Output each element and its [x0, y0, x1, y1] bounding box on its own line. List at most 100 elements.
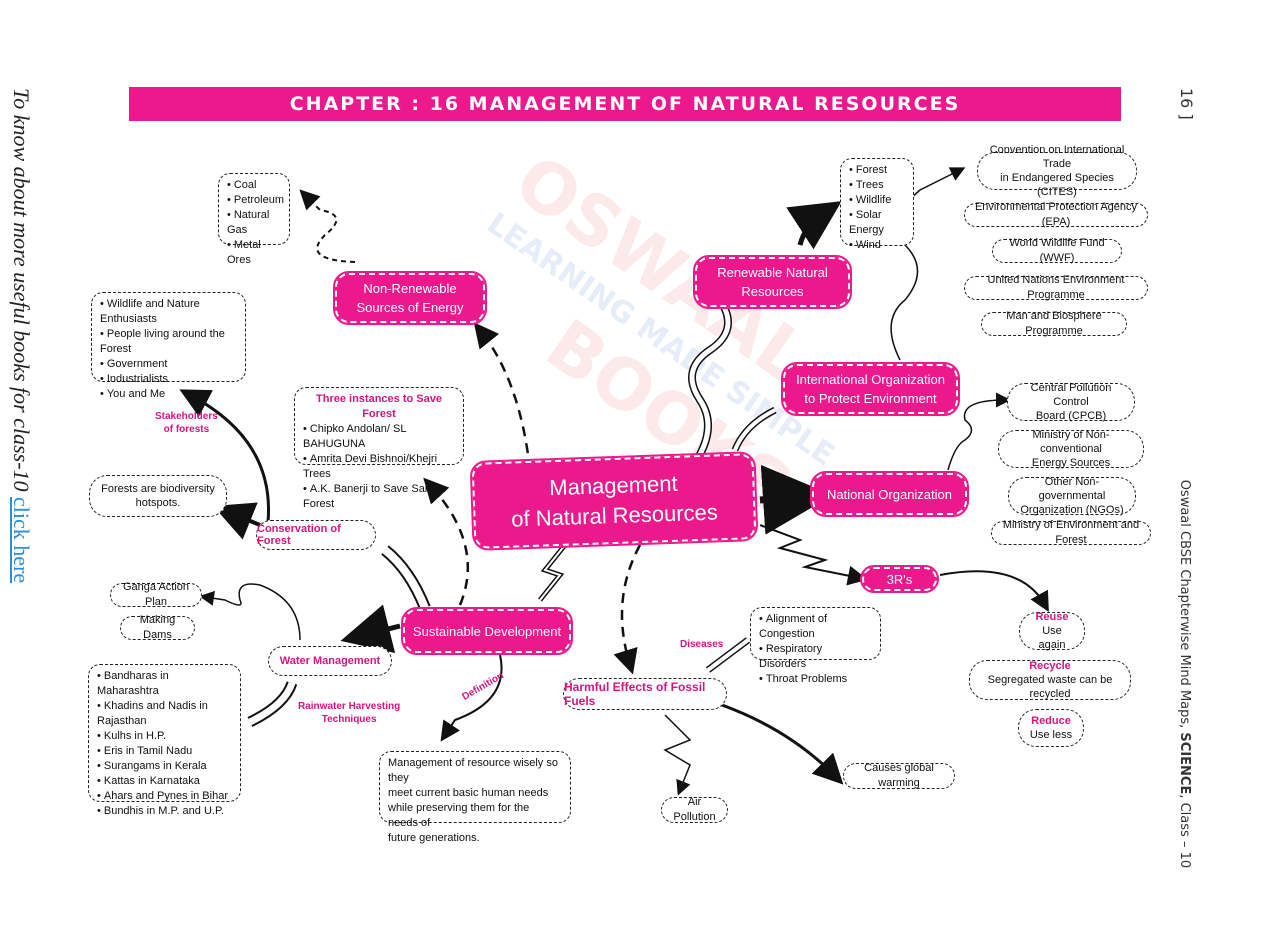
click-here-link[interactable]: click here — [9, 497, 34, 584]
diseases-list: Alignment of Congestion Respiratory Diso… — [750, 607, 881, 685]
reuse-title: Reuse — [1035, 611, 1069, 623]
rainwater-label-line: Techniques — [321, 714, 377, 725]
reduce-text: Use less — [1029, 729, 1073, 741]
rainwater-label-line: Rainwater Harvesting — [298, 701, 401, 712]
list-item: Bandharas in Maharashtra — [97, 669, 232, 699]
list-item: Khadins and Nadis in Rajasthan — [97, 699, 232, 729]
list-item: People living around the Forest — [100, 327, 237, 357]
stakeholders-label-line: of forests — [163, 424, 210, 435]
international-line1: International Organization — [796, 372, 945, 387]
natl-item-line: Organization (NGOs) — [1020, 504, 1124, 516]
list-item: Wildlife — [849, 193, 905, 208]
natl-item-moef: Ministry of Environment and Forest — [991, 519, 1151, 546]
center-line1: Management — [548, 470, 679, 501]
dams-text: Making Dams — [139, 614, 176, 641]
renewable-node: Renewable Natural Resources — [693, 255, 852, 309]
center-line2: of Natural Resources — [510, 499, 719, 532]
recycle-box: Recycle Segregated waste can be recycled — [969, 660, 1131, 700]
link-conservation-stakeholders — [179, 389, 271, 523]
definition-box: Management of resource wisely so they me… — [379, 751, 571, 844]
renewable-list: Forest Trees Wildlife Solar Energy Wind — [840, 158, 914, 251]
link-renewable-list — [786, 201, 842, 250]
rainwater-label: Rainwater Harvesting Techniques — [298, 700, 400, 726]
list-item: Government — [100, 357, 237, 372]
list-item: Wind — [849, 238, 905, 253]
save-forest-title: Three instances to Save Forest — [316, 393, 442, 420]
renewable-line1: Renewable Natural — [717, 265, 828, 280]
definition-line: future generations. — [388, 832, 480, 844]
recycle-title: Recycle — [1029, 660, 1071, 672]
link-center-renewable — [686, 297, 732, 473]
sustainable-node: Sustainable Development — [401, 607, 573, 655]
diseases-label: Diseases — [680, 639, 724, 650]
intl-item-line: Man and Biosphere Programme — [1006, 310, 1102, 337]
intl-item-line: Convention on International Trade — [989, 144, 1125, 170]
hotspots-box: Forests are biodiversity hotspots. — [89, 475, 227, 517]
global-warming-box: Causes global warming — [843, 762, 955, 789]
stakeholders-label: Stakeholders of forests — [155, 410, 218, 436]
link-conservation-hotspots — [213, 502, 261, 540]
reduce-box: Reduce Use less — [1018, 709, 1084, 747]
ganga-text: Ganga Action Plan — [122, 581, 190, 608]
natl-item-mnes: Ministry of Non-conventional Energy Sour… — [998, 429, 1144, 469]
renewable-line2: Resources — [741, 284, 804, 299]
side-promo-caption: To know about more useful books for clas… — [9, 88, 34, 498]
intl-item-epa: Environmental Protection Agency (EPA) — [964, 201, 1148, 228]
reuse-box: Reuse Use again — [1019, 611, 1085, 651]
side-promo: To know about more useful books for clas… — [9, 88, 54, 668]
conservation-node: Conservation of Forest — [256, 520, 376, 550]
intl-item-line: World Wildlife Fund (WWF) — [1009, 237, 1105, 264]
natl-item-line: Ministry of Non-conventional — [1032, 429, 1110, 455]
natl-item-cpcb: Central Pollution Control Board (CPCB) — [1007, 382, 1135, 422]
techniques-list: Bandharas in Maharashtra Khadins and Nad… — [88, 664, 241, 817]
link-3rs-reuse — [939, 570, 1049, 612]
link-sustainable-definition — [440, 654, 503, 742]
list-item: Metal Ores — [227, 238, 281, 268]
sustainable-label: Sustainable Development — [412, 623, 562, 639]
center-node: Management of Natural Resources — [469, 450, 759, 552]
list-item: Kulhs in H.P. — [97, 729, 232, 744]
list-item: Chipko Andolan/ SL BAHUGUNA — [303, 422, 455, 452]
book-class: , Class – 10 — [1177, 794, 1192, 869]
intl-item-wwf: World Wildlife Fund (WWF) — [992, 237, 1122, 264]
list-item: Ahars and Pynes in Bihar — [97, 789, 232, 804]
list-item: Natural Gas — [227, 208, 281, 238]
natl-item-line: Ministry of Environment and Forest — [1002, 519, 1140, 546]
list-item: Respiratory Disorders — [759, 642, 872, 672]
intl-item-line: United Nations Environment Programme — [987, 274, 1125, 301]
water-label: Water Management — [279, 655, 381, 667]
side-promo-text: To know about more useful books for clas… — [8, 88, 34, 583]
list-item: Amrita Devi Bishnoi/Khejri Trees — [303, 452, 455, 482]
link-fossil-air — [663, 714, 692, 796]
save-forest-box: Three instances to Save Forest Chipko An… — [294, 387, 464, 510]
link-sustainable-water — [340, 604, 401, 653]
national-label: National Organization — [826, 486, 953, 502]
list-item: Petroleum — [227, 193, 284, 208]
natl-item-line: Energy Sources — [1031, 457, 1111, 469]
fossil-label: Harmful Effects of Fossil Fuels — [564, 680, 706, 708]
conservation-label: Conservation of Forest — [257, 523, 341, 547]
link-water-ganga — [199, 583, 301, 641]
book-title-prefix: Oswaal CBSE Chapterwise Mind Maps, — [1177, 479, 1192, 733]
list-item: Trees — [849, 178, 905, 193]
international-line2: to Protect Environment — [804, 391, 937, 406]
link-nonrenewable-list — [299, 189, 356, 263]
list-item: A.K. Banerji to Save Sal Forest — [303, 482, 455, 512]
intl-item-line: in Endangered Species (CITES) — [1000, 172, 1114, 198]
stakeholders-label-line: Stakeholders — [155, 411, 218, 422]
page-number: 16 ] — [1177, 88, 1196, 120]
list-item: Alignment of Congestion — [759, 612, 872, 642]
stakeholders-list: Wildlife and Nature Enthusiasts People l… — [91, 292, 246, 400]
natl-item-line: Central Pollution Control — [1030, 382, 1112, 408]
hotspots-line: Forests are biodiversity — [101, 483, 215, 495]
list-item: Eris in Tamil Nadu — [97, 744, 232, 759]
side-book-text: 16 ] Oswaal CBSE Chapterwise Mind Maps, S… — [1177, 88, 1196, 868]
reuse-text: Use again — [1038, 625, 1066, 651]
list-item: Bundhis in M.P. and U.P. — [97, 804, 232, 819]
dams-box: Making Dams — [120, 614, 195, 641]
list-item: Kattas in Karnataka — [97, 774, 232, 789]
list-item: Throat Problems — [759, 672, 872, 687]
link-fossil-warming — [721, 703, 844, 785]
three-rs-label: 3R's — [886, 571, 913, 587]
